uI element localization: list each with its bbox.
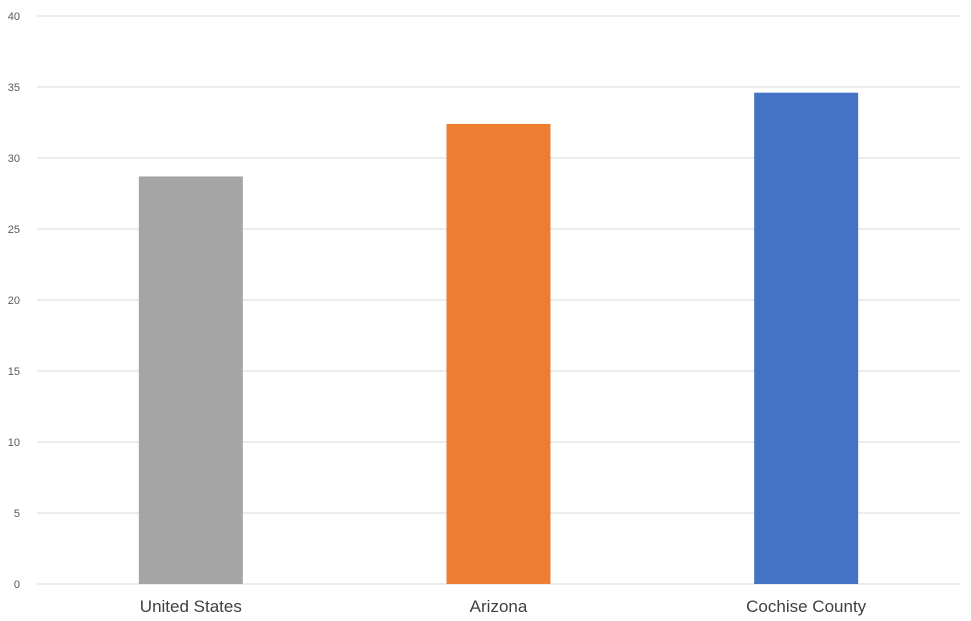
y-tick-label: 5 [14,508,20,520]
bar-arizona [446,123,551,585]
x-axis-labels: United States Arizona Cochise County [140,597,867,616]
y-axis-ticks: 0 5 10 15 20 25 30 35 40 [8,11,20,591]
y-tick-label: 10 [8,437,20,449]
y-tick-label: 30 [8,153,20,165]
bars [138,92,859,585]
x-category-label: Cochise County [746,597,867,616]
y-tick-label: 0 [14,579,20,591]
bar-united-states [138,176,243,584]
bar-cochise-county [754,92,859,585]
y-tick-label: 20 [8,295,20,307]
x-category-label: Arizona [470,597,528,616]
x-category-label: United States [140,597,242,616]
y-tick-label: 40 [8,11,20,23]
y-tick-label: 25 [8,224,20,236]
y-tick-label: 15 [8,366,20,378]
y-tick-label: 35 [8,82,20,94]
